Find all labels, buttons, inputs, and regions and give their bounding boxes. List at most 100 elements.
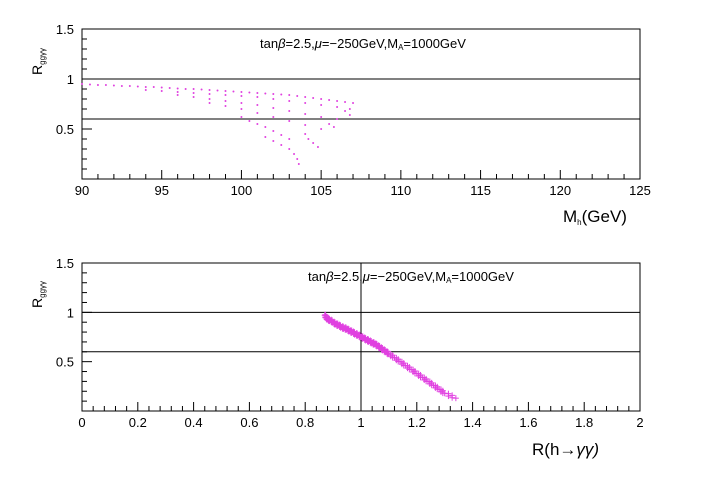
data-point [304,133,307,135]
data-point [192,88,195,90]
data-point [144,89,147,91]
scatter-points-top [81,83,355,165]
data-point [348,108,351,110]
x-tick-label: 1 [357,415,364,430]
data-point [344,101,347,103]
data-point [423,375,430,382]
data-point [344,110,347,112]
data-point [320,104,323,106]
chart-rhgg-vs-r: 0 0.2 0.4 0.6 0.8 1 1.2 1.4 1.6 1.8 2 0.5 1 1.5 tanβ… [29,256,644,459]
x-tick-label: 0 [78,415,85,430]
data-point [120,85,123,87]
data-point [264,126,267,128]
data-point [406,364,413,371]
data-point [256,104,259,106]
data-point [304,113,307,115]
x-tick-label: 1.8 [575,415,593,430]
data-point [272,93,275,95]
y-tick-label: 0.5 [56,122,74,137]
data-point [312,97,315,99]
data-point [288,138,291,140]
annotation-bottom: tanβ=2.5,μ=−250GeV,MA=1000GeV [308,269,514,285]
data-point [240,108,243,110]
data-point [144,86,147,88]
data-point [332,126,335,128]
data-point [293,153,296,155]
data-point [224,90,227,92]
data-point [316,146,319,148]
data-point [168,87,171,89]
y-axis-top: 0.5 1 1.5 [56,22,92,170]
data-point [176,91,179,93]
data-point [312,142,315,144]
x-tick-label: 120 [549,183,571,198]
data-point [224,94,227,96]
data-point [96,84,99,86]
data-point [152,86,155,88]
data-point [176,94,179,96]
data-point [352,102,355,104]
x-tick-label: 115 [470,183,491,198]
x-tick-label: 105 [310,183,332,198]
data-point [224,105,227,107]
y-axis-bottom: 0.5 1 1.5 [56,256,92,402]
data-point [304,102,307,104]
data-point [136,85,139,88]
data-point [208,98,211,100]
data-point [336,106,339,108]
data-point [297,163,300,165]
chart-mh-vs-r: 90 95 100 105 110 115 120 125 0.5 1 1.5 tanβ=2.5,… [29,22,651,227]
data-point [208,89,211,91]
x-axis-bottom: 0 0.2 0.4 0.6 0.8 1 1.2 1.4 1.6 1.8 2 [78,402,644,430]
data-point [320,128,323,130]
data-point [240,91,243,93]
y-tick-label: 0.5 [56,355,74,370]
y-tick-label: 1 [67,72,74,87]
annotation-top: tanβ=2.5,μ=−250GeV,MA=1000GeV [260,36,466,52]
data-point [417,371,424,378]
x-tick-label: 2 [636,415,643,430]
data-point [104,84,107,86]
y-axis-label-bottom: Rggγγ [29,281,47,308]
data-point [256,92,259,94]
data-point [81,83,83,85]
data-point [296,158,299,160]
data-point [264,92,267,95]
data-point [320,116,323,118]
data-point [445,390,452,397]
data-point [328,99,331,101]
x-tick-label: 1.6 [519,415,537,430]
data-point [288,94,291,96]
data-point [272,107,275,109]
x-tick-label: 125 [629,183,651,198]
data-point [208,93,211,95]
x-axis-label-top: Mh(GeV) [563,207,627,227]
x-tick-label: 90 [75,183,89,198]
x-tick-label: 1.4 [464,415,482,430]
data-point [389,352,396,359]
data-point [248,91,251,94]
data-point [288,100,291,102]
data-point [272,98,275,100]
data-point [280,144,283,146]
data-point [232,90,235,93]
data-point [280,93,283,96]
data-point [439,387,446,394]
data-point [336,100,339,102]
data-point [264,136,267,138]
y-tick-label: 1 [67,305,74,320]
data-point [192,92,195,94]
data-point [128,85,131,87]
data-point [200,88,203,91]
y-axis-label-top: Rggγγ [29,48,47,75]
data-point [411,368,418,375]
reference-lines-top [82,78,640,120]
data-point [272,140,275,142]
data-point [160,90,163,92]
data-point [307,138,310,140]
data-point [395,356,402,363]
data-point [192,96,195,98]
data-point [224,100,227,102]
x-axis-label-bottom: R(h→γγ) [532,440,599,459]
y-tick-label: 1.5 [56,22,74,37]
